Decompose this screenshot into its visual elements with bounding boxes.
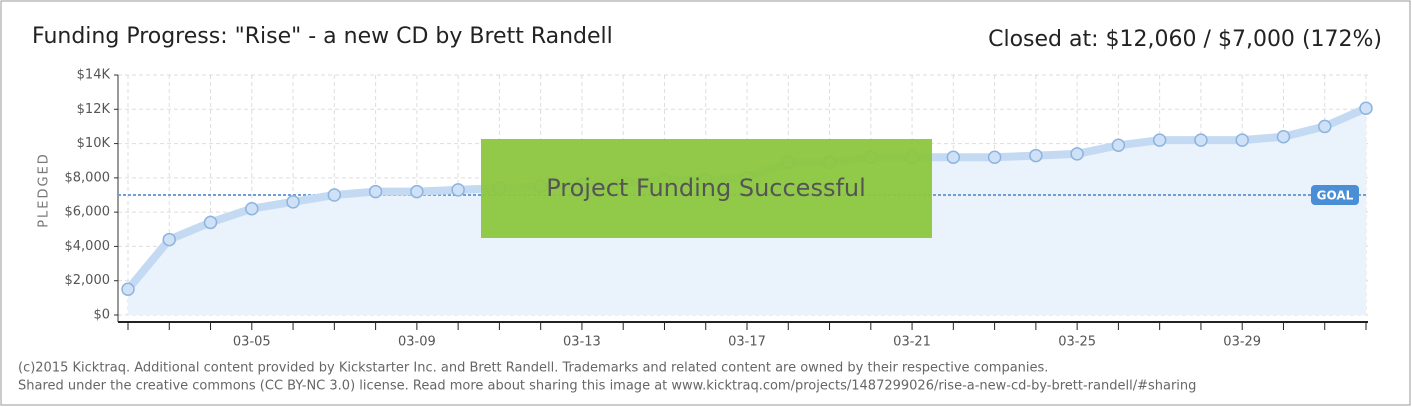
- point: [1235, 133, 1249, 147]
- point: [203, 215, 218, 230]
- point: [1152, 133, 1167, 147]
- x-tick-label: 03-17: [728, 335, 766, 350]
- footer-line: Shared under the creative commons (CC BY…: [18, 379, 1196, 394]
- y-tick-label: $12K: [77, 102, 111, 117]
- goal-badge: [1311, 185, 1359, 205]
- pledged: $12,060: [1106, 27, 1197, 52]
- point: [245, 201, 259, 216]
- point: [1194, 133, 1208, 147]
- x-tick-label: 03-05: [233, 335, 271, 350]
- status: Closed at: $12,060 / $7,000 (172%): [988, 27, 1382, 52]
- y-tick-label: $4,000: [65, 239, 111, 254]
- point: [946, 150, 961, 165]
- percent: (172%): [1302, 27, 1382, 52]
- point: [1317, 119, 1332, 134]
- point: [121, 282, 135, 297]
- footer-line: (c)2015 Kicktraq. Additional content pro…: [18, 361, 1048, 376]
- x-tick-label: 03-29: [1223, 335, 1261, 350]
- y-tick-label: $10K: [77, 136, 111, 151]
- x-tick-label: 03-09: [398, 335, 436, 350]
- point: [368, 184, 383, 199]
- point: [987, 150, 1002, 165]
- x-tick-label: 03-21: [893, 335, 931, 350]
- y-axis-label: PLEDGED: [37, 152, 52, 228]
- point: [410, 184, 424, 199]
- banner-text: Project Funding Successful: [546, 174, 866, 202]
- y-tick-label: $6,000: [65, 205, 111, 220]
- x-tick-label: 03-13: [563, 335, 601, 350]
- goal-label: GOAL: [1317, 189, 1354, 203]
- y-tick-label: $14K: [77, 68, 111, 83]
- y-tick-label: $0: [93, 308, 110, 323]
- point: [286, 195, 300, 209]
- point: [162, 232, 177, 247]
- chart-title: Funding Progress: "Rise" - a new CD by B…: [32, 24, 613, 49]
- point: [1111, 138, 1126, 153]
- banner: [481, 139, 932, 238]
- goal: $7,000: [1218, 27, 1295, 52]
- point: [1070, 147, 1084, 161]
- separator: /: [1204, 27, 1212, 52]
- x-tick-label: 03-25: [1058, 335, 1096, 350]
- point: [1359, 101, 1373, 116]
- point: [1029, 148, 1043, 163]
- point: [1276, 129, 1291, 144]
- status-label: Closed at:: [988, 27, 1098, 52]
- y-tick-label: $8,000: [65, 170, 111, 185]
- point: [327, 188, 342, 202]
- point: [451, 183, 465, 197]
- y-tick-label: $2,000: [65, 273, 111, 288]
